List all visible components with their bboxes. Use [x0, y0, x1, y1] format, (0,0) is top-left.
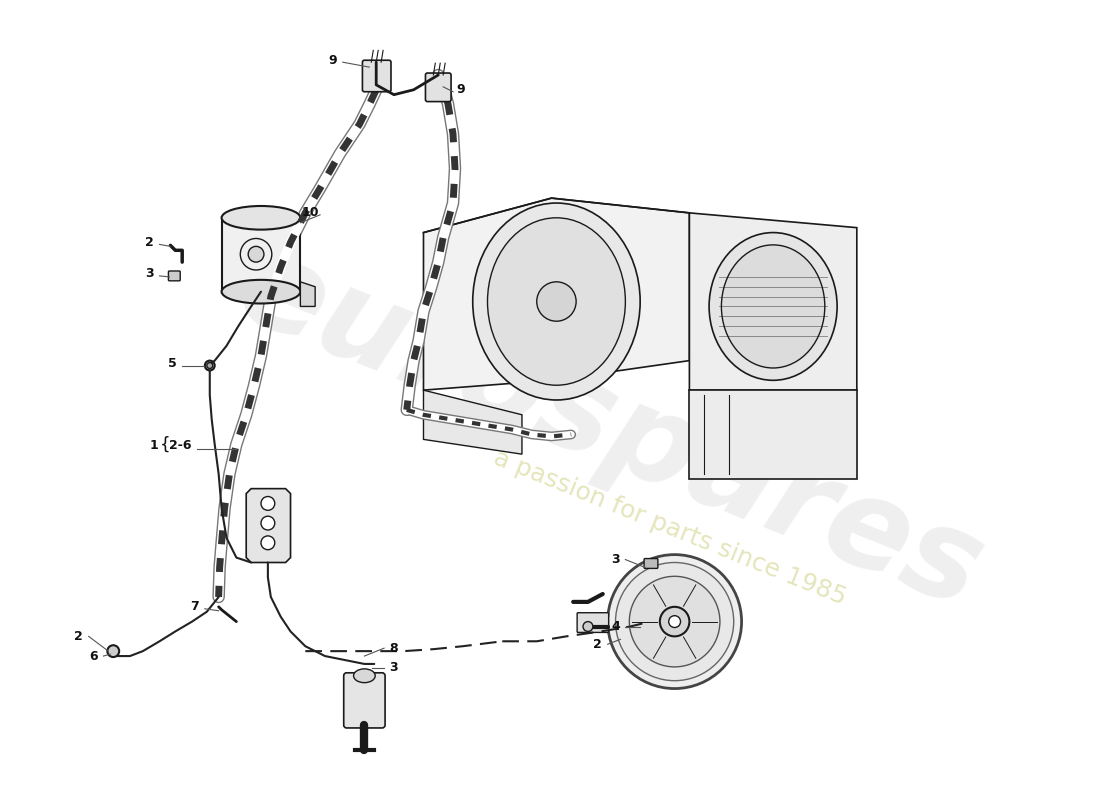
Ellipse shape: [487, 218, 626, 386]
Text: 9: 9: [456, 83, 465, 96]
Polygon shape: [424, 390, 522, 454]
Circle shape: [669, 616, 681, 627]
Text: 5: 5: [168, 357, 177, 370]
Polygon shape: [690, 390, 857, 478]
Circle shape: [261, 516, 275, 530]
FancyBboxPatch shape: [426, 73, 451, 102]
Circle shape: [205, 361, 214, 370]
Circle shape: [629, 576, 719, 667]
Text: 8: 8: [389, 642, 398, 654]
FancyBboxPatch shape: [362, 60, 390, 92]
FancyBboxPatch shape: [168, 271, 180, 281]
Ellipse shape: [353, 669, 375, 682]
Text: 2: 2: [593, 638, 602, 650]
Text: 1: 1: [150, 439, 158, 452]
FancyBboxPatch shape: [343, 673, 385, 728]
Text: 7: 7: [190, 600, 199, 614]
Circle shape: [583, 622, 593, 631]
Circle shape: [207, 362, 212, 369]
Text: 4: 4: [612, 620, 620, 633]
Ellipse shape: [221, 206, 300, 230]
Circle shape: [537, 282, 576, 322]
Text: a passion for parts since 1985: a passion for parts since 1985: [490, 446, 849, 610]
Text: 2: 2: [145, 236, 154, 249]
Circle shape: [261, 536, 275, 550]
Text: 6: 6: [89, 650, 98, 662]
Circle shape: [108, 646, 119, 657]
Polygon shape: [424, 198, 690, 390]
Text: 3: 3: [389, 662, 398, 674]
FancyBboxPatch shape: [645, 558, 658, 569]
Polygon shape: [246, 489, 290, 562]
Text: 2: 2: [75, 630, 84, 643]
Text: {: {: [160, 435, 170, 454]
Ellipse shape: [722, 245, 825, 368]
Ellipse shape: [710, 233, 837, 380]
Polygon shape: [300, 282, 316, 306]
Ellipse shape: [473, 203, 640, 400]
Ellipse shape: [221, 280, 300, 303]
Circle shape: [616, 562, 734, 681]
Text: 3: 3: [145, 267, 154, 281]
Circle shape: [607, 554, 741, 689]
Text: eurospares: eurospares: [221, 226, 1000, 634]
Circle shape: [261, 497, 275, 510]
FancyBboxPatch shape: [578, 613, 608, 633]
Text: 3: 3: [612, 553, 619, 566]
Polygon shape: [690, 213, 857, 390]
Text: 9: 9: [329, 54, 338, 66]
Text: 10: 10: [301, 206, 319, 219]
Circle shape: [249, 246, 264, 262]
FancyBboxPatch shape: [221, 218, 300, 292]
Text: 2-6: 2-6: [169, 439, 191, 452]
Circle shape: [660, 607, 690, 636]
